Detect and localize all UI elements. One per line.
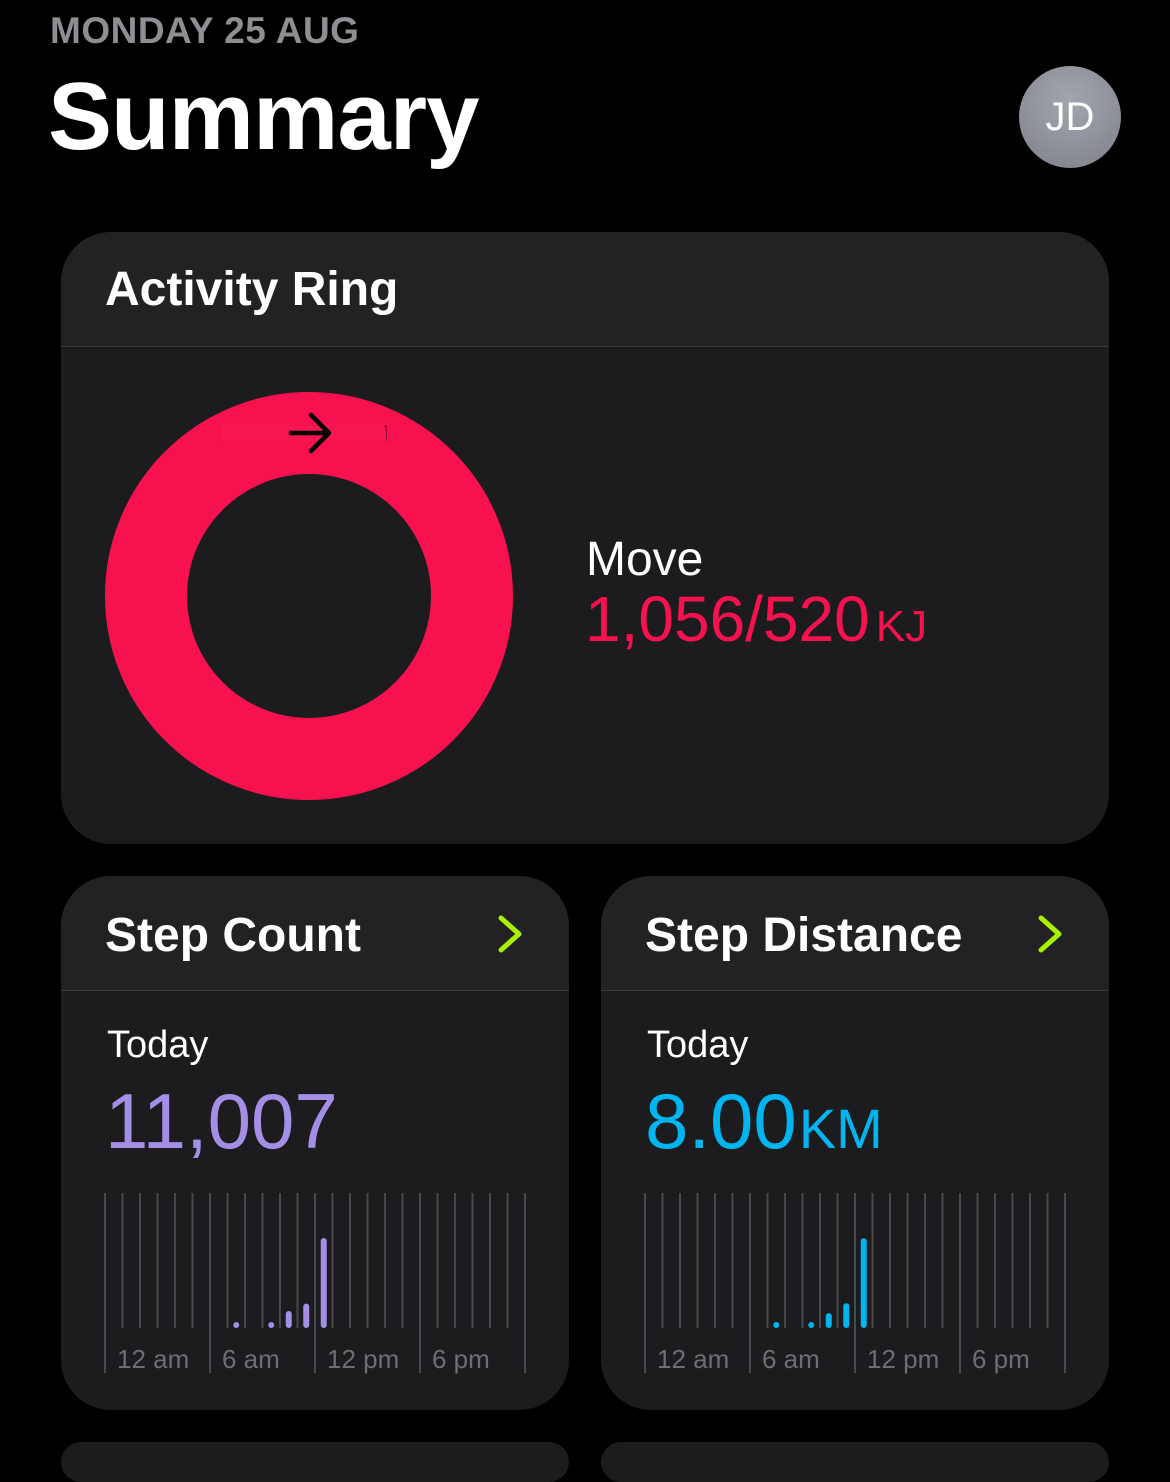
x-tick-label: 12 am (657, 1344, 729, 1374)
step-distance-value: 8.00KM (645, 1076, 883, 1167)
bar (303, 1303, 310, 1328)
step-count-value: 11,007 (105, 1076, 338, 1167)
period-label: Today (107, 1024, 209, 1066)
move-value-number: 1,056/520 (585, 583, 870, 655)
avatar-initials: JD (1045, 94, 1095, 139)
card-header: Step Count (61, 876, 569, 991)
step-count-chart: 12 am 6 am 12 pm 6 pm (104, 1193, 526, 1374)
card-header: Step Distance (601, 876, 1109, 991)
card-title: Activity Ring (105, 263, 399, 316)
page-title: Summary (48, 63, 480, 170)
activity-ring-card[interactable]: Activity Ring Move 1,056/520 KJ (61, 232, 1109, 844)
step-count-card[interactable]: Step Count Today 11,007 12 am 6 am 12 pm 6 … (61, 876, 569, 1410)
bar (843, 1303, 850, 1328)
x-tick-label: 6 pm (432, 1344, 490, 1374)
card-title: Step Count (105, 909, 361, 962)
step-distance-chart: 12 am 6 am 12 pm 6 pm (644, 1193, 1066, 1374)
bar (268, 1322, 275, 1328)
date-label: MONDAY 25 AUG (50, 10, 360, 51)
move-label: Move (586, 533, 704, 586)
move-unit: KJ (875, 602, 928, 651)
x-tick-label: 6 am (762, 1344, 820, 1374)
step-distance-card[interactable]: Step Distance Today 8.00KM 12 am 6 am 12 p… (601, 876, 1109, 1410)
value-number: 8.00 (645, 1077, 797, 1165)
bar (860, 1238, 867, 1328)
next-card-left (61, 1442, 569, 1482)
ring-full (105, 392, 513, 800)
x-tick-label: 12 am (117, 1344, 189, 1374)
bar (773, 1322, 780, 1328)
ring-overlap-cap (220, 388, 386, 478)
chevron-right-icon[interactable] (1033, 914, 1069, 954)
bar (320, 1238, 327, 1328)
x-tick-label: 6 am (222, 1344, 280, 1374)
x-tick-label: 6 pm (972, 1344, 1030, 1374)
bar (808, 1322, 815, 1328)
card-title: Step Distance (645, 909, 963, 962)
next-card-right (601, 1442, 1109, 1482)
card-header: Activity Ring (61, 232, 1109, 347)
avatar[interactable]: JD (1019, 66, 1121, 168)
activity-ring (105, 388, 513, 800)
bar (825, 1313, 832, 1328)
move-value: 1,056/520 KJ (585, 582, 927, 656)
value-number: 11,007 (105, 1077, 338, 1165)
arrow-right-icon (288, 412, 332, 454)
x-tick-label: 12 pm (327, 1344, 399, 1374)
value-unit: KM (798, 1097, 883, 1160)
period-label: Today (647, 1024, 749, 1066)
x-tick-label: 12 pm (867, 1344, 939, 1374)
bar (285, 1310, 292, 1328)
bar (233, 1322, 240, 1328)
chevron-right-icon[interactable] (493, 914, 529, 954)
